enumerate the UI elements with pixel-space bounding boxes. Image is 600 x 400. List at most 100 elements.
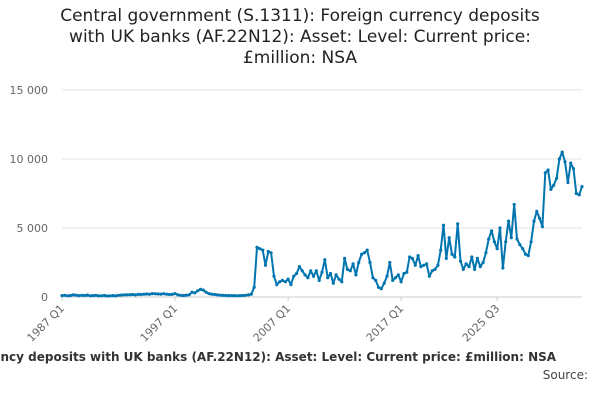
data-point[interactable] bbox=[348, 269, 352, 273]
data-point[interactable] bbox=[379, 287, 383, 291]
data-point[interactable] bbox=[416, 254, 420, 258]
data-point[interactable] bbox=[105, 294, 109, 298]
data-point[interactable] bbox=[425, 262, 429, 266]
data-point[interactable] bbox=[388, 260, 392, 265]
data-point[interactable] bbox=[221, 293, 225, 297]
data-point[interactable] bbox=[408, 255, 412, 259]
data-point[interactable] bbox=[540, 225, 545, 229]
data-point[interactable] bbox=[526, 254, 530, 258]
data-point[interactable] bbox=[77, 294, 81, 298]
data-point[interactable] bbox=[88, 294, 92, 298]
data-point[interactable] bbox=[66, 294, 70, 298]
data-point[interactable] bbox=[515, 237, 519, 241]
data-point[interactable] bbox=[481, 260, 485, 265]
data-point[interactable] bbox=[83, 293, 87, 298]
data-point[interactable] bbox=[258, 247, 262, 251]
data-point[interactable] bbox=[580, 185, 584, 189]
data-point[interactable] bbox=[173, 292, 177, 296]
data-point[interactable] bbox=[320, 270, 324, 274]
data-point[interactable] bbox=[204, 290, 208, 294]
data-point[interactable] bbox=[255, 245, 259, 249]
data-point[interactable] bbox=[224, 293, 228, 298]
data-point[interactable] bbox=[218, 293, 222, 297]
data-point[interactable] bbox=[263, 263, 268, 267]
data-point[interactable] bbox=[145, 292, 149, 296]
data-point[interactable] bbox=[114, 294, 118, 298]
data-point[interactable] bbox=[391, 278, 395, 282]
data-point[interactable] bbox=[323, 258, 327, 262]
data-point[interactable] bbox=[532, 219, 536, 223]
data-point[interactable] bbox=[314, 269, 318, 273]
data-point[interactable] bbox=[393, 276, 398, 280]
data-point[interactable] bbox=[283, 280, 287, 284]
data-point[interactable] bbox=[456, 222, 460, 226]
data-point[interactable] bbox=[566, 180, 570, 185]
data-point[interactable] bbox=[331, 281, 335, 285]
data-point[interactable] bbox=[213, 292, 217, 297]
data-point[interactable] bbox=[464, 262, 468, 266]
data-point[interactable] bbox=[261, 248, 265, 252]
data-point[interactable] bbox=[102, 293, 106, 298]
data-point[interactable] bbox=[170, 292, 174, 296]
data-point[interactable] bbox=[351, 262, 355, 266]
data-point[interactable] bbox=[495, 247, 499, 251]
data-point[interactable] bbox=[365, 248, 369, 252]
data-point[interactable] bbox=[246, 293, 251, 297]
data-point[interactable] bbox=[405, 270, 409, 274]
data-point[interactable] bbox=[252, 285, 256, 289]
data-point[interactable] bbox=[207, 292, 211, 296]
data-point[interactable] bbox=[193, 291, 197, 295]
data-point[interactable] bbox=[196, 289, 200, 293]
data-point[interactable] bbox=[427, 274, 431, 278]
data-point[interactable] bbox=[179, 293, 183, 297]
data-point[interactable] bbox=[357, 260, 361, 265]
data-point[interactable] bbox=[116, 293, 121, 297]
data-point[interactable] bbox=[292, 274, 296, 278]
data-point[interactable] bbox=[278, 280, 282, 284]
data-point[interactable] bbox=[487, 237, 491, 241]
data-point[interactable] bbox=[441, 223, 446, 227]
data-point[interactable] bbox=[577, 193, 581, 197]
data-point[interactable] bbox=[354, 273, 358, 277]
data-point[interactable] bbox=[396, 273, 400, 277]
data-point[interactable] bbox=[136, 292, 140, 296]
data-point[interactable] bbox=[467, 265, 471, 269]
data-point[interactable] bbox=[458, 259, 463, 263]
data-point[interactable] bbox=[484, 251, 488, 255]
data-point[interactable] bbox=[501, 266, 505, 270]
data-point[interactable] bbox=[475, 256, 479, 260]
data-point[interactable] bbox=[473, 267, 477, 271]
data-point[interactable] bbox=[436, 263, 440, 267]
data-point[interactable] bbox=[368, 260, 372, 265]
data-point[interactable] bbox=[275, 283, 279, 287]
data-point[interactable] bbox=[569, 161, 573, 165]
data-point[interactable] bbox=[523, 252, 528, 256]
data-point[interactable] bbox=[210, 292, 214, 296]
data-point[interactable] bbox=[230, 294, 234, 298]
data-point[interactable] bbox=[549, 187, 553, 191]
data-point[interactable] bbox=[371, 276, 375, 280]
data-point[interactable] bbox=[309, 269, 313, 273]
data-point[interactable] bbox=[201, 288, 205, 292]
data-point[interactable] bbox=[506, 219, 511, 223]
data-point[interactable] bbox=[498, 226, 502, 230]
data-point[interactable] bbox=[215, 293, 219, 297]
data-point[interactable] bbox=[326, 276, 330, 280]
data-point[interactable] bbox=[340, 280, 344, 284]
data-point[interactable] bbox=[74, 293, 78, 297]
data-point[interactable] bbox=[317, 278, 321, 282]
data-point[interactable] bbox=[535, 209, 539, 213]
data-point[interactable] bbox=[241, 293, 245, 298]
data-point[interactable] bbox=[148, 292, 152, 296]
data-point[interactable] bbox=[280, 278, 284, 282]
data-point[interactable] bbox=[399, 280, 403, 284]
data-point[interactable] bbox=[334, 273, 338, 277]
data-point[interactable] bbox=[543, 171, 547, 175]
data-point[interactable] bbox=[128, 293, 132, 297]
data-point[interactable] bbox=[227, 294, 231, 298]
data-point[interactable] bbox=[184, 293, 188, 297]
data-point[interactable] bbox=[68, 293, 73, 298]
data-point[interactable] bbox=[159, 292, 163, 296]
data-point[interactable] bbox=[249, 292, 253, 296]
data-point[interactable] bbox=[266, 249, 270, 254]
